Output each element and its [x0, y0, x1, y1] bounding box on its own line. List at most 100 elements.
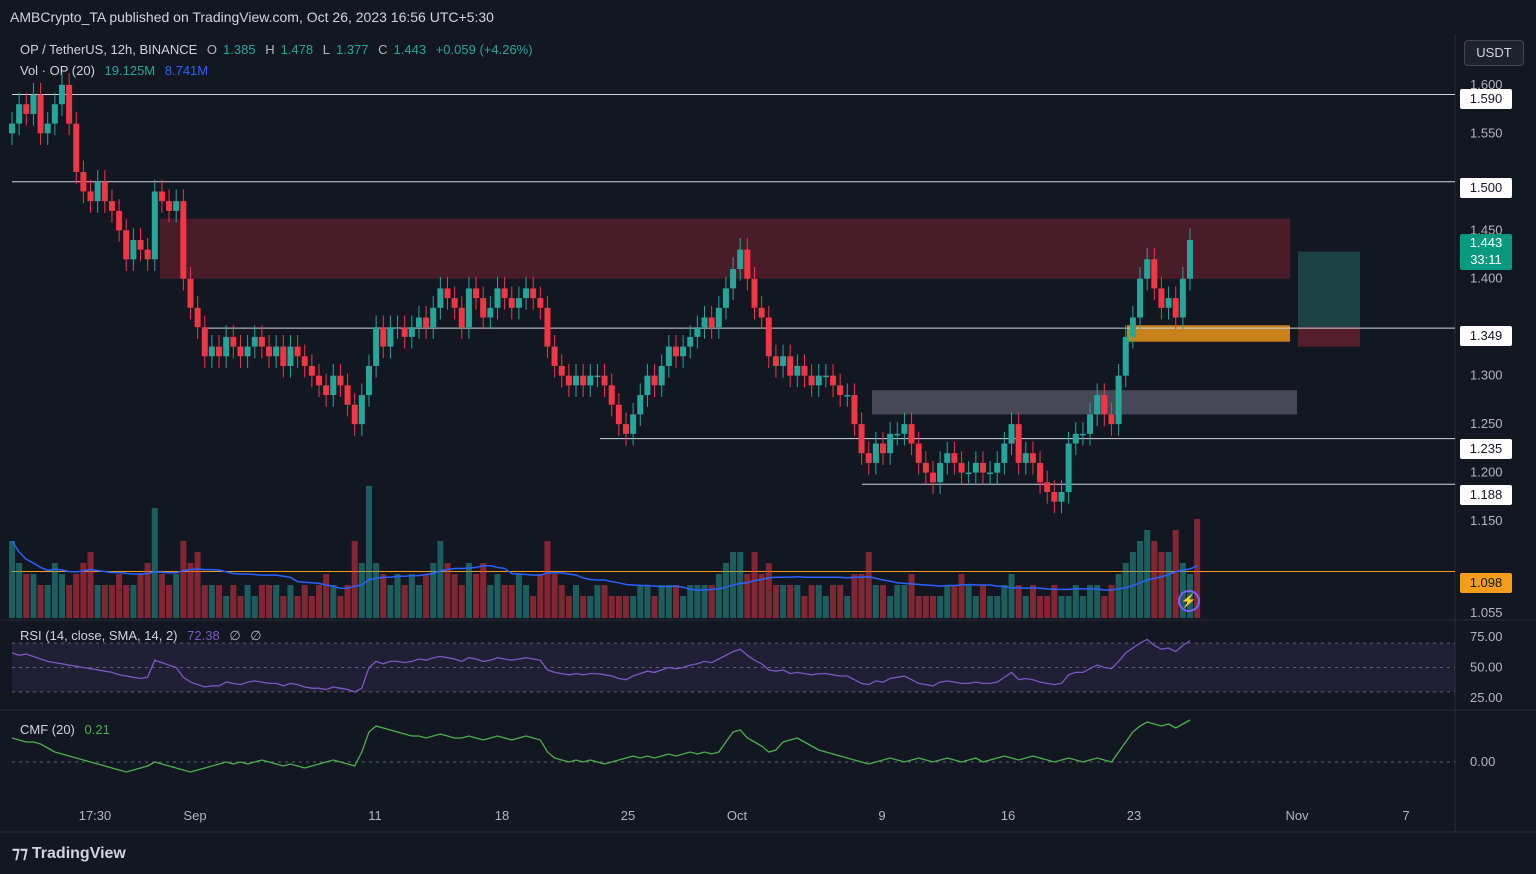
candle-body	[23, 104, 30, 114]
volume-bar	[965, 585, 972, 618]
volume-bar	[315, 585, 322, 618]
volume-bar	[465, 563, 472, 618]
volume-bar	[30, 574, 37, 618]
candle-body	[972, 462, 979, 473]
volume-bar	[915, 596, 922, 618]
volume-bar	[187, 563, 194, 618]
volume-bar	[622, 596, 629, 618]
ohlc-low: 1.377	[335, 42, 369, 57]
level-tag-1349: 1.349	[1460, 326, 1512, 346]
volume-bar	[94, 585, 101, 618]
volume-bar	[772, 585, 779, 618]
volume-bar	[1094, 585, 1101, 618]
volume-bar	[758, 574, 765, 618]
volume-ma-line	[11, 540, 1198, 591]
candle-body	[1001, 443, 1008, 463]
currency-button[interactable]: USDT	[1464, 40, 1524, 66]
candle-body	[273, 346, 280, 357]
candle-body	[1065, 443, 1072, 492]
volume-bar	[230, 585, 237, 618]
volume-bar	[872, 585, 879, 618]
volume-bar	[301, 585, 308, 618]
candle-body	[780, 356, 787, 366]
candle-body	[301, 356, 308, 366]
candle-body	[1115, 375, 1122, 425]
candle-body	[994, 462, 1001, 473]
volume-bar	[1015, 585, 1022, 618]
cmf-label[interactable]: CMF (20)	[20, 722, 75, 737]
position-target-zone	[1298, 251, 1360, 328]
volume-bar	[687, 585, 694, 618]
volume-value: 19.125M	[104, 63, 156, 78]
volume-bar	[294, 596, 301, 618]
candle-body	[951, 453, 958, 463]
candle-body	[1029, 453, 1036, 463]
candle-body	[658, 365, 665, 386]
volume-bar	[358, 563, 365, 618]
rsi-tick-label: 50.00	[1470, 660, 1503, 675]
ohlc-close-label: C	[378, 42, 388, 57]
candle-body	[558, 365, 565, 376]
candle-body	[751, 278, 758, 308]
volume-bar	[944, 585, 951, 618]
x-tick-label: 18	[495, 808, 509, 823]
lightning-icon[interactable]: ⚡	[1178, 590, 1200, 612]
candle-body	[630, 414, 637, 434]
rsi-na-1: ∅	[229, 628, 241, 643]
publisher-line: AMBCrypto_TA published on TradingView.co…	[10, 9, 494, 25]
candle-body	[1179, 278, 1186, 318]
candle-body	[573, 375, 580, 386]
symbol-name[interactable]: OP / TetherUS, 12h, BINANCE	[20, 42, 198, 57]
candle-body	[530, 288, 537, 299]
cmf-value: 0.21	[84, 722, 110, 737]
candle-body	[1087, 414, 1094, 434]
volume-bar	[608, 596, 615, 618]
volume-bar	[994, 596, 1001, 618]
candle-body	[201, 327, 208, 357]
demand-zone	[872, 390, 1297, 415]
volume-bar	[787, 585, 794, 618]
candle-body	[1151, 259, 1158, 289]
volume-bar	[765, 563, 772, 618]
x-tick-label: Sep	[183, 808, 206, 823]
x-tick-label: Nov	[1285, 808, 1309, 823]
volume-bar	[151, 508, 158, 618]
ohlc-high: 1.478	[280, 42, 314, 57]
candle-body	[844, 395, 851, 397]
volume-bar	[373, 563, 380, 618]
candle-body	[908, 424, 915, 444]
volume-bar	[44, 585, 51, 618]
candle-body	[208, 346, 215, 357]
candle-body	[408, 327, 415, 337]
volume-bar	[565, 596, 572, 618]
volume-bar	[858, 574, 865, 618]
volume-bar	[423, 574, 430, 618]
candle-body	[830, 375, 837, 386]
volume-bar	[658, 585, 665, 618]
volume-bar	[458, 585, 465, 618]
candle-body	[423, 317, 430, 328]
rsi-label[interactable]: RSI (14, close, SMA, 14, 2)	[20, 628, 178, 643]
volume-legend: Vol · OP (20) 19.125M 8.741M	[20, 63, 214, 78]
volume-bar	[144, 563, 151, 618]
volume-bar	[80, 563, 87, 618]
volume-bar	[808, 585, 815, 618]
volume-bar	[708, 585, 715, 618]
volume-bar	[615, 596, 622, 618]
volume-bar	[865, 552, 872, 618]
candle-body	[944, 453, 951, 463]
volume-bar	[815, 585, 822, 618]
volume-bar	[380, 574, 387, 618]
candle-body	[44, 123, 51, 134]
rsi-value: 72.38	[187, 628, 220, 643]
ohlc-open: 1.385	[223, 42, 256, 57]
candle-body	[837, 385, 844, 396]
volume-bar	[672, 585, 679, 618]
volume-label[interactable]: Vol · OP (20)	[20, 63, 95, 78]
volume-bar	[822, 596, 829, 618]
candle-body	[315, 375, 322, 386]
x-tick-label: 25	[621, 808, 635, 823]
candle-body	[544, 307, 551, 347]
candle-body	[722, 288, 729, 308]
